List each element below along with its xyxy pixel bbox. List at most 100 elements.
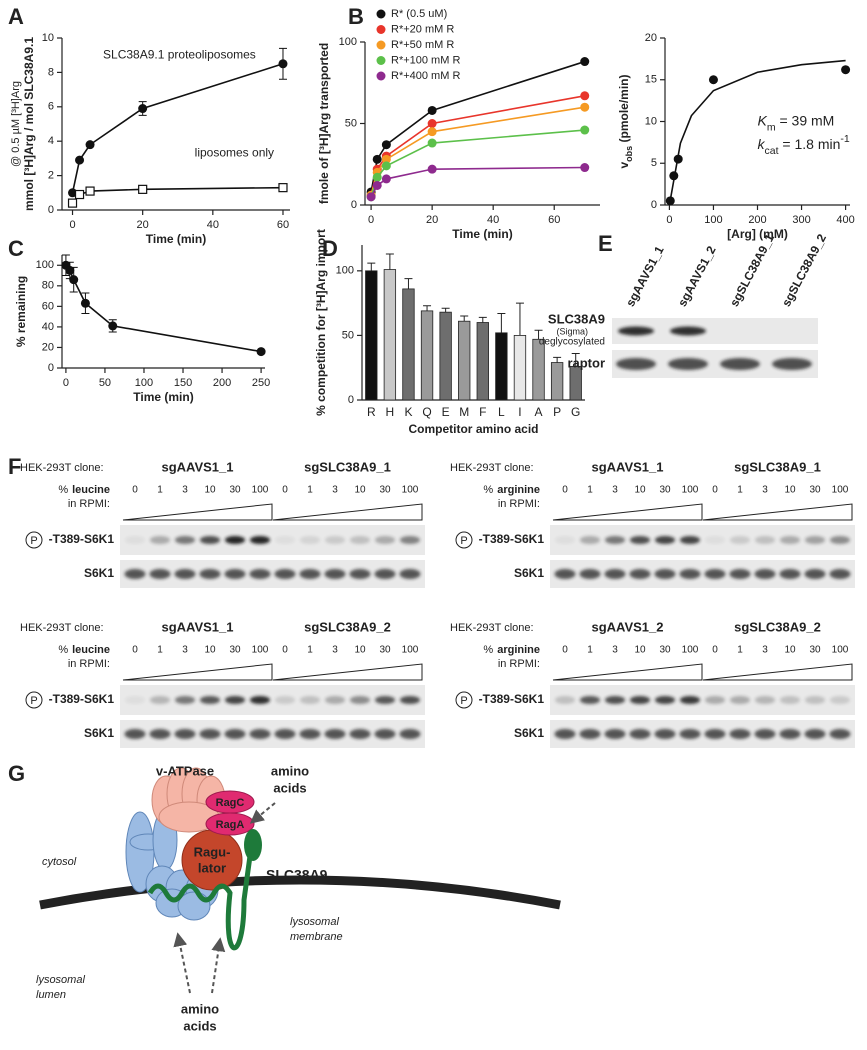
blot-band — [224, 569, 246, 579]
blot-band — [654, 729, 676, 739]
concentration: 100 — [402, 645, 419, 656]
gradient-wedge — [272, 663, 423, 681]
error-bar — [497, 312, 506, 333]
blot-background — [120, 525, 425, 555]
label: lator — [198, 860, 226, 875]
blot-background — [120, 720, 425, 748]
data-point — [366, 192, 376, 202]
blot-band — [680, 696, 700, 704]
series-line — [370, 166, 585, 198]
text-part: = 1.8 min — [779, 136, 841, 152]
concentration: 100 — [682, 485, 699, 496]
blot-band — [375, 696, 395, 704]
x-tick-label: E — [442, 405, 450, 419]
data-point — [75, 155, 85, 165]
y-axis-label: mmol [³H]Arg / mol SLC38A9.1 — [22, 37, 36, 211]
data-point — [841, 65, 851, 75]
concentration: 1 — [587, 645, 593, 656]
blot-band — [755, 536, 775, 544]
data-point — [65, 265, 75, 275]
concentration: 3 — [182, 485, 188, 496]
error-bar — [404, 278, 413, 289]
blot-band — [249, 729, 271, 739]
panel-letter: G — [8, 761, 25, 786]
y-tick-label: 2 — [48, 170, 54, 182]
blot-band — [754, 569, 776, 579]
blot-band — [805, 696, 825, 704]
concentration: 1 — [737, 485, 743, 496]
text-part: m — [767, 121, 776, 133]
clone-label: HEK-293T clone: — [20, 462, 104, 474]
blot-band — [668, 358, 708, 370]
text-part: % — [58, 644, 68, 656]
y-tick-label: 4 — [48, 135, 54, 147]
concentration: 0 — [282, 645, 288, 656]
data-point — [278, 59, 288, 69]
blot-band — [250, 536, 270, 544]
blot-band — [829, 729, 851, 739]
error-bar — [515, 302, 524, 336]
x-tick-label: P — [553, 405, 561, 419]
y-tick-label: 100 — [339, 36, 357, 48]
blot-band — [772, 358, 812, 370]
concentration: 100 — [832, 485, 849, 496]
concentration: 10 — [204, 645, 216, 656]
x-tick-label: 60 — [548, 214, 560, 226]
y-axis-label: % competition for [³H]Arg import — [314, 229, 328, 416]
label: acids — [273, 780, 306, 795]
data-point — [108, 321, 118, 331]
x-tick-label: 100 — [704, 214, 722, 226]
blot-band — [250, 696, 270, 704]
phospho-label: P — [460, 695, 467, 707]
concentration: 10 — [784, 485, 796, 496]
bar — [439, 311, 452, 401]
error-bar — [460, 315, 469, 322]
data-point — [427, 138, 437, 148]
blot-band — [125, 696, 145, 704]
blot-band — [199, 729, 221, 739]
concentration: 3 — [762, 485, 768, 496]
gradient-wedge — [702, 663, 853, 681]
blot-band — [300, 696, 320, 704]
text-part: = 39 mM — [776, 112, 835, 128]
concentration: 100 — [682, 645, 699, 656]
concentration: 10 — [354, 485, 366, 496]
legend-marker — [376, 25, 386, 34]
bar — [476, 322, 489, 401]
clone-label: HEK-293T clone: — [450, 622, 534, 634]
blot-band — [730, 696, 750, 704]
concentration: 100 — [252, 645, 269, 656]
lane-label: sgSLC38A9_1 — [727, 231, 777, 309]
y-axis-label: % remaining — [14, 276, 28, 347]
blot-band — [629, 569, 651, 579]
x-tick-label: 300 — [792, 214, 810, 226]
annotation: SLC38A9.1 proteoliposomes — [103, 47, 256, 61]
blot-band — [730, 536, 750, 544]
x-tick-label: 200 — [748, 214, 766, 226]
clone-name: sgSLC38A9_1 — [734, 459, 821, 474]
phospho-label: P — [460, 535, 467, 547]
error-bar — [478, 316, 487, 323]
blot-band — [580, 536, 600, 544]
x-tick-label: 20 — [137, 219, 149, 231]
data-point — [580, 163, 590, 173]
x-tick-label: G — [571, 405, 580, 419]
data-point — [74, 189, 85, 200]
panel-letter: B — [348, 4, 364, 29]
x-tick-label: A — [535, 405, 543, 419]
bar — [420, 310, 434, 401]
label: acids — [183, 1018, 216, 1033]
data-point — [381, 174, 391, 184]
x-tick-label: 40 — [207, 219, 219, 231]
blot-band — [655, 536, 675, 544]
concentration: 10 — [634, 485, 646, 496]
y-axis-label: fmole of [³H]Arg transported — [317, 43, 331, 204]
concentration: 10 — [354, 645, 366, 656]
clone-name: sgSLC38A9_1 — [304, 459, 391, 474]
concentration: 100 — [832, 645, 849, 656]
data-point — [580, 125, 590, 135]
y-axis-label: @ 0.5 µM [³H]Arg — [10, 81, 22, 167]
medium-label: in RPMI: — [498, 498, 540, 510]
treatment-label: % leucine — [58, 644, 110, 656]
x-tick-label: L — [498, 405, 505, 419]
